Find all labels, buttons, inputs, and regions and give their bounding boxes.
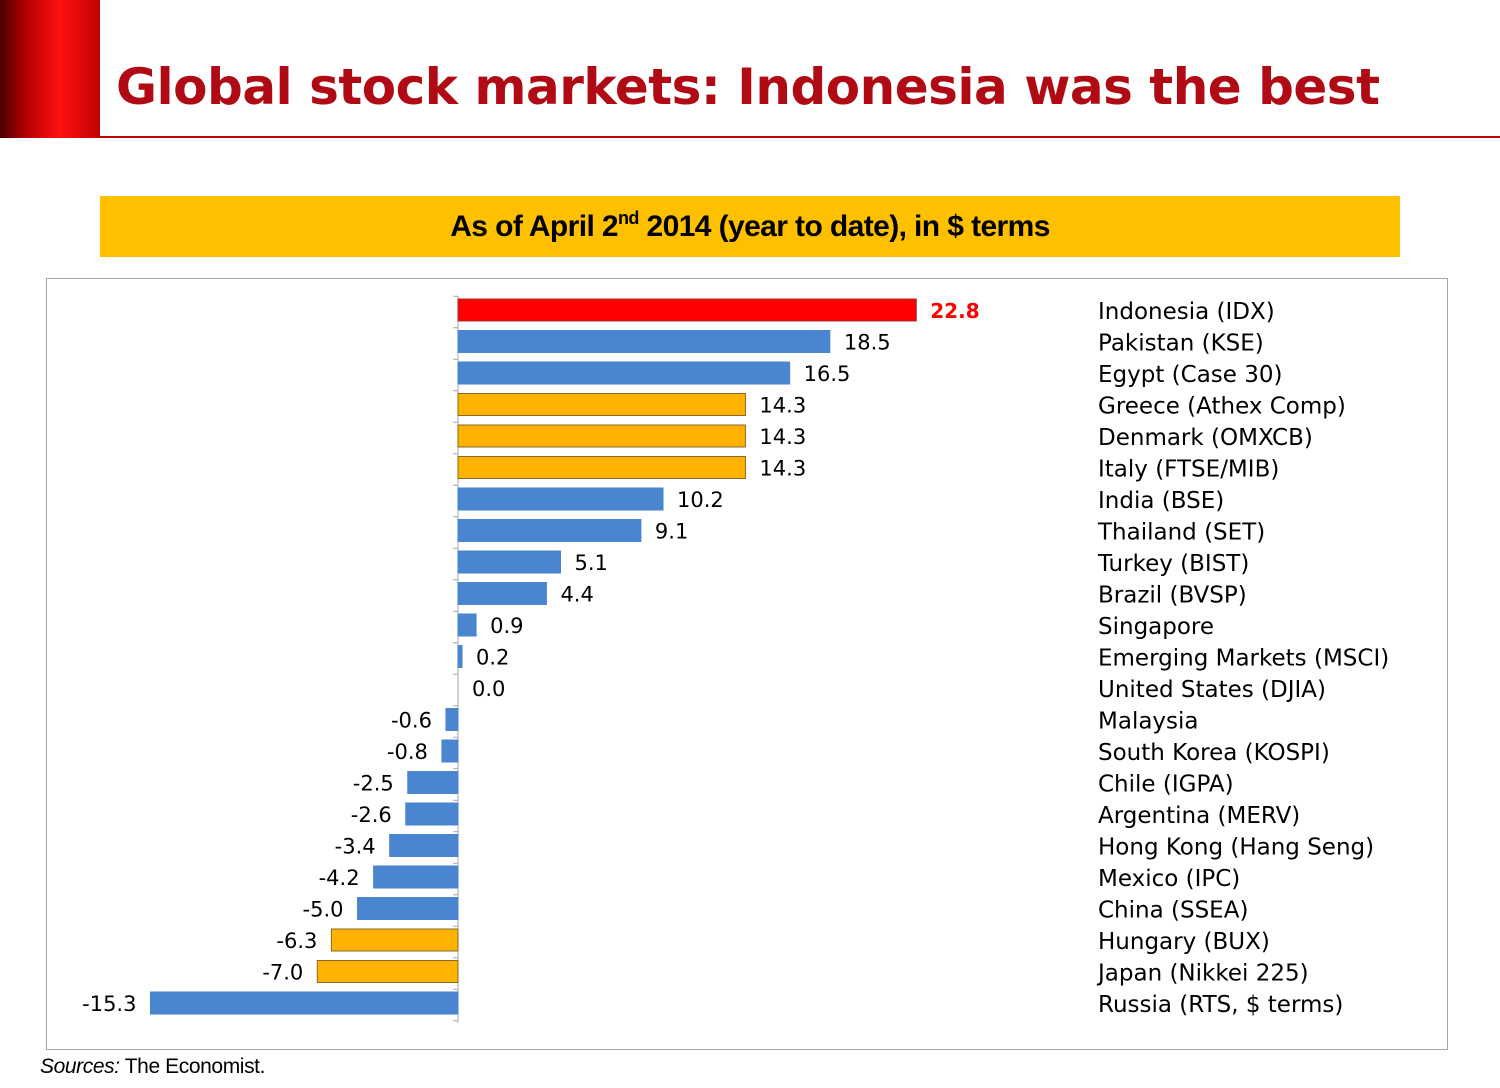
category-label: Pakistan (KSE) (1098, 331, 1264, 357)
bar-italy-ftse-mib (457, 456, 746, 479)
data-label: 5.1 (575, 551, 608, 575)
subtitle-prefix: As of April 2 (450, 210, 618, 243)
bar-chart: 22.8 Indonesia (IDX) 18.5 Pakistan (KSE) 16.… (82, 295, 1389, 1023)
data-label: -3.4 (335, 835, 376, 859)
source-label: Sources: (40, 1055, 120, 1078)
bar-egypt-case-30 (457, 361, 791, 385)
category-label: Malaysia (1098, 709, 1199, 735)
bar-thailand-set (457, 519, 642, 542)
category-label: Indonesia (IDX) (1098, 299, 1275, 325)
category-label: Mexico (IPC) (1098, 866, 1240, 892)
category-label: Argentina (MERV) (1098, 803, 1300, 829)
category-label: Russia (RTS, $ terms) (1098, 992, 1343, 1018)
data-label: 14.3 (759, 425, 806, 449)
bar-brazil-bvsp (457, 582, 547, 605)
title-underline (100, 136, 1500, 138)
bar-singapore (457, 613, 477, 637)
data-label: 18.5 (844, 331, 891, 355)
bar-chile-igpa (407, 771, 459, 794)
bar-greece-athex-comp (457, 393, 746, 416)
data-label: -0.8 (387, 740, 428, 764)
category-label: Chile (IGPA) (1098, 772, 1234, 798)
category-label: Brazil (BVSP) (1098, 583, 1247, 609)
source-note: Sources: The Economist. (40, 1055, 265, 1079)
category-label: South Korea (KOSPI) (1098, 740, 1330, 766)
category-label: China (SSEA) (1098, 898, 1248, 924)
bar-emerging-markets-msci (457, 645, 463, 668)
category-label: Hungary (BUX) (1098, 929, 1270, 955)
category-label: Italy (FTSE/MIB) (1098, 457, 1279, 483)
data-label: 22.8 (930, 299, 979, 323)
category-label: Hong Kong (Hang Seng) (1098, 835, 1374, 861)
data-label: 10.2 (677, 488, 724, 512)
data-label: 0.2 (476, 646, 509, 670)
data-label: -2.5 (353, 772, 394, 796)
subtitle-suffix: 2014 (year to date), in $ terms (638, 210, 1051, 243)
category-label: Emerging Markets (MSCI) (1098, 646, 1389, 672)
category-label: Singapore (1098, 614, 1214, 640)
bar-south-korea-kospi (441, 739, 459, 763)
data-label: 0.0 (472, 677, 505, 701)
bar-russia-rts-terms (149, 991, 459, 1015)
category-label: Turkey (BIST) (1097, 551, 1249, 577)
bar-hungary-bux (330, 928, 459, 952)
data-label: -0.6 (391, 709, 432, 733)
bar-pakistan-kse (457, 330, 831, 353)
bar-india-bse (457, 487, 664, 511)
data-label: 0.9 (490, 614, 523, 638)
data-label: 4.4 (560, 583, 593, 607)
bar-denmark-omxcb (457, 424, 746, 448)
title-accent-band (0, 0, 100, 138)
chart-frame: 22.8 Indonesia (IDX) 18.5 Pakistan (KSE) 16.… (46, 278, 1448, 1050)
data-label: -15.3 (82, 992, 136, 1016)
data-label: 9.1 (655, 520, 688, 544)
category-label: Denmark (OMXCB) (1098, 425, 1313, 451)
bar-turkey-bist (457, 550, 562, 574)
subtitle-banner: As of April 2nd 2014 (year to date), in … (100, 196, 1400, 257)
category-label: Greece (Athex Comp) (1098, 394, 1346, 420)
source-text: The Economist. (119, 1055, 266, 1078)
data-label: 16.5 (804, 362, 851, 386)
data-label: -2.6 (351, 803, 392, 827)
page-title: Global stock markets: Indonesia was the … (116, 58, 1380, 116)
bar-malaysia (445, 708, 459, 731)
bar-japan-nikkei-225 (316, 960, 459, 983)
bar-indonesia-idx (457, 298, 917, 322)
category-label: Japan (Nikkei 225) (1096, 961, 1309, 987)
data-label: -6.3 (276, 929, 317, 953)
data-label: 14.3 (759, 394, 806, 418)
bar-china-ssea (357, 897, 459, 920)
subtitle-ordinal-suffix: nd (618, 208, 639, 228)
bar-argentina-merv (405, 802, 459, 826)
category-label: Egypt (Case 30) (1098, 362, 1282, 388)
data-label: 14.3 (759, 457, 806, 481)
data-label: -7.0 (262, 961, 303, 985)
category-label: Thailand (SET) (1097, 520, 1265, 546)
category-label: India (BSE) (1098, 488, 1224, 514)
category-label: United States (DJIA) (1098, 677, 1326, 703)
bar-mexico-ipc (373, 865, 459, 889)
data-label: -4.2 (319, 866, 360, 890)
data-label: -5.0 (303, 898, 344, 922)
bar-hong-kong-hang-seng (389, 834, 459, 857)
